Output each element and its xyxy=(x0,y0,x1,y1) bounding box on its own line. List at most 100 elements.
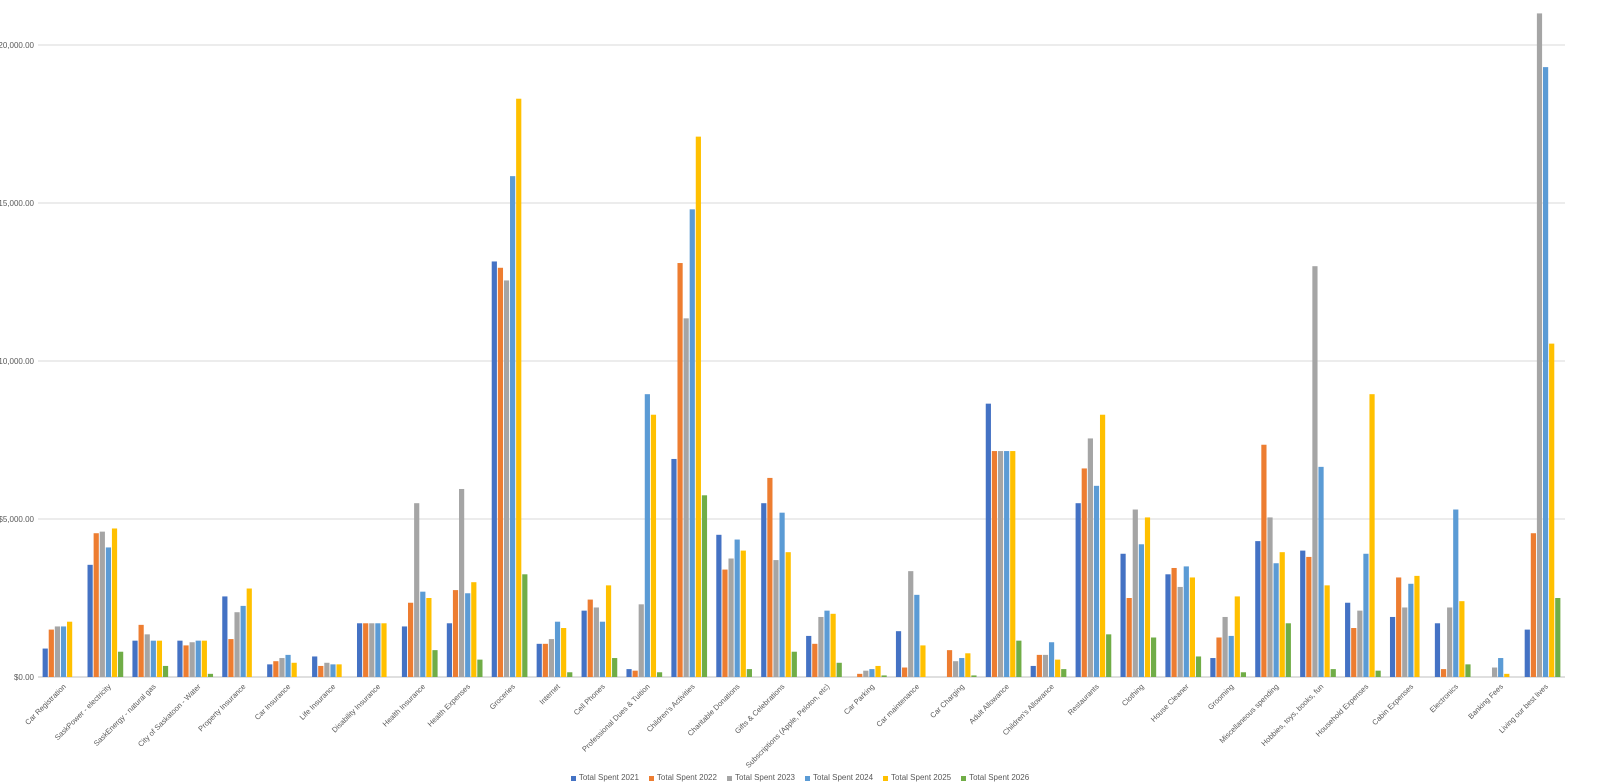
legend-swatch xyxy=(570,775,576,781)
bar xyxy=(132,640,138,677)
bar xyxy=(1402,607,1408,677)
x-tick-label: Life Insurance xyxy=(298,682,338,722)
bar xyxy=(201,640,207,677)
x-tick-label: House Cleaner xyxy=(1149,682,1191,724)
bar xyxy=(1030,665,1036,677)
bar xyxy=(946,650,953,677)
bar xyxy=(1491,667,1498,677)
x-tick-label: Car maintenance xyxy=(874,682,921,729)
bar xyxy=(54,626,61,677)
bar xyxy=(138,624,144,677)
bar xyxy=(1061,669,1067,677)
bar xyxy=(156,640,163,677)
bar xyxy=(612,658,618,677)
bar xyxy=(1177,586,1183,677)
bar xyxy=(1306,556,1312,677)
bar xyxy=(1318,466,1324,677)
bar xyxy=(716,534,722,677)
bar xyxy=(1465,664,1471,677)
bar xyxy=(902,667,908,677)
x-tick-label: Health Insurance xyxy=(381,682,427,728)
bar xyxy=(60,626,67,677)
bar xyxy=(234,612,240,677)
legend-item: Total Spent 2021 xyxy=(570,773,639,783)
y-axis-ticks: $0.00 $5,000.00 $10,000.00 $15,000.00 $20,00… xyxy=(0,41,35,682)
bar xyxy=(1279,552,1285,677)
bar xyxy=(644,394,650,677)
bar xyxy=(228,639,234,677)
bar xyxy=(1004,451,1010,677)
y-tick-label: $10,000.00 xyxy=(0,357,35,366)
legend-item: Total Spent 2025 xyxy=(883,773,951,783)
bar xyxy=(336,664,342,677)
bar xyxy=(1055,659,1061,677)
bar xyxy=(267,664,273,677)
bar xyxy=(414,503,420,677)
bar xyxy=(1210,658,1216,677)
x-tick-label: Disability Insurance xyxy=(330,682,382,734)
bar xyxy=(465,593,471,677)
bar xyxy=(1300,550,1306,677)
bar xyxy=(605,585,612,677)
legend-item: Total Spent 2022 xyxy=(648,773,717,783)
bar xyxy=(330,664,336,677)
bar xyxy=(869,669,875,677)
legend: Total Spent 2021 Total Spent 2022 Total Sp… xyxy=(0,773,1600,783)
x-tick-label: Groceries xyxy=(488,682,518,712)
bar xyxy=(1389,616,1396,677)
legend-label: Total Spent 2025 xyxy=(891,773,952,782)
legend-label: Total Spent 2026 xyxy=(969,773,1030,782)
bar xyxy=(997,451,1004,677)
legend-label: Total Spent 2024 xyxy=(813,773,874,782)
bar xyxy=(857,673,863,677)
bar xyxy=(1459,601,1465,677)
bar xyxy=(567,672,573,677)
bar xyxy=(291,662,297,677)
bar xyxy=(671,458,677,677)
bar xyxy=(285,654,291,677)
bar xyxy=(1536,13,1543,677)
bar xyxy=(1195,656,1202,677)
bar xyxy=(1036,654,1042,677)
bar xyxy=(1542,67,1549,678)
bar xyxy=(1228,635,1234,677)
bar xyxy=(836,662,842,677)
bar xyxy=(689,209,695,677)
bar xyxy=(1093,485,1100,677)
bar xyxy=(920,645,926,677)
bar xyxy=(381,623,387,677)
x-tick-label: Children's Activities xyxy=(645,682,697,734)
x-tick-label: Cabin Expenses xyxy=(1370,682,1415,727)
bar xyxy=(1189,577,1195,677)
legend-swatch xyxy=(883,775,889,781)
bar xyxy=(312,656,318,677)
bar xyxy=(510,176,516,677)
bar xyxy=(1010,451,1016,677)
bar xyxy=(824,610,830,677)
bar xyxy=(1285,623,1291,677)
bar xyxy=(1369,394,1375,677)
bar xyxy=(1016,640,1022,677)
bar xyxy=(677,263,683,677)
bar xyxy=(426,598,432,677)
bar xyxy=(1530,533,1536,677)
x-tick-label: Health Expenses xyxy=(426,682,473,729)
legend-swatch xyxy=(805,775,810,781)
bar xyxy=(1132,509,1138,677)
bar xyxy=(875,665,881,677)
bar xyxy=(1549,343,1555,677)
bar xyxy=(806,635,812,677)
bar xyxy=(953,661,959,677)
bar xyxy=(773,560,779,677)
x-tick-label: Cell Phones xyxy=(572,682,607,717)
bar xyxy=(914,594,920,677)
legend-label: Total Spent 2022 xyxy=(656,773,717,782)
bar xyxy=(1120,553,1126,677)
bar xyxy=(1453,509,1459,677)
legend-item: Total Spent 2026 xyxy=(961,773,1029,783)
bar xyxy=(1330,669,1336,677)
x-tick-label: Electronics xyxy=(1428,682,1460,714)
bar xyxy=(93,533,99,677)
bar xyxy=(522,574,528,677)
